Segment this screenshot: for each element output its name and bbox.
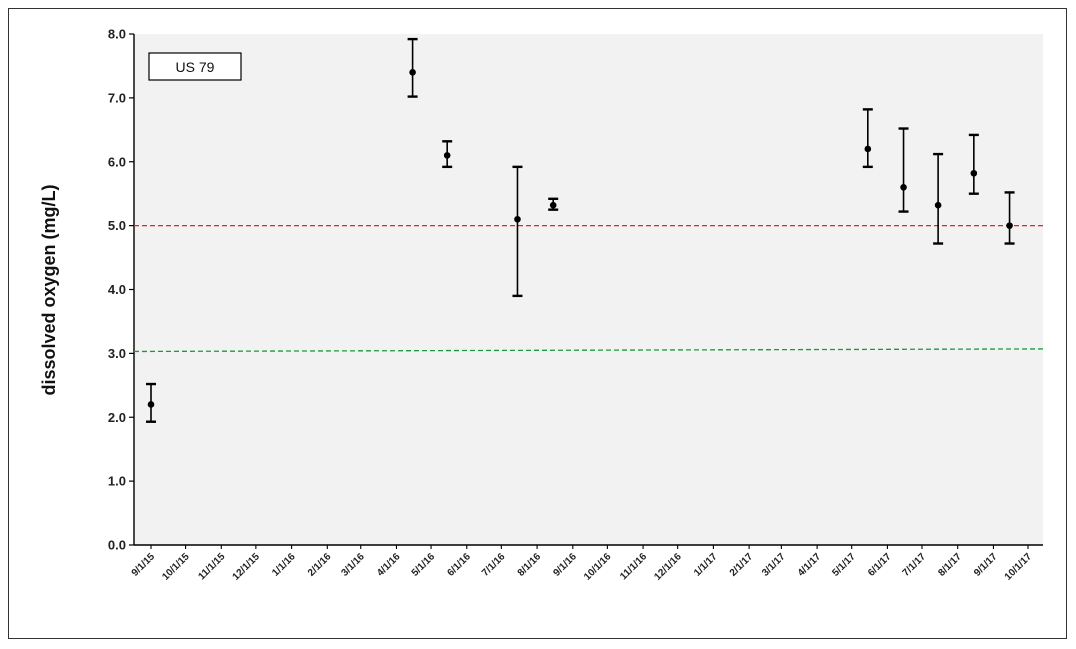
x-tick-label: 7/1/17 [901,551,929,579]
x-axis-ticks: 9/1/15 10/1/15 11/1/15 12/1/15 1/1/16 2/1/16 3… [130,545,1035,583]
y-tick-label: 0.0 [108,538,126,553]
x-tick-label: 2/1/16 [306,551,334,579]
data-point [970,169,978,177]
x-tick-label: 9/1/16 [551,551,579,579]
x-tick-label: 12/1/16 [652,551,684,583]
x-tick-label: 6/1/16 [445,551,473,579]
x-tick-label: 5/1/16 [410,551,438,579]
x-tick-label: 9/1/15 [130,551,158,579]
x-tick-label: 3/1/17 [760,551,788,579]
x-tick-label: 2/1/17 [728,551,756,579]
data-point [514,215,521,223]
y-tick-label: 5.0 [108,218,126,233]
x-tick-label: 10/1/17 [1003,551,1035,583]
x-tick-label: 7/1/16 [480,551,508,579]
y-tick-label: 1.0 [108,474,126,489]
error-bars [146,37,1015,423]
data-point [443,152,451,159]
x-tick-label: 11/1/16 [618,551,649,582]
y-tick-label: 3.0 [108,346,126,361]
y-tick-label: 7.0 [108,90,126,105]
x-tick-label: 5/1/17 [830,551,858,579]
y-tick-label: 8.0 [108,27,126,42]
x-tick-label: 4/1/17 [796,551,824,579]
x-tick-label: 3/1/16 [339,551,367,579]
x-tick-label: 11/1/15 [196,551,227,582]
y-tick-label: 4.0 [108,282,126,297]
x-tick-label: 1/1/16 [270,551,298,579]
data-point [147,401,155,408]
x-tick-label: 9/1/17 [972,551,1000,579]
plot-area [134,34,1043,545]
x-tick-label: 6/1/17 [866,551,894,579]
x-tick-label: 12/1/15 [231,551,263,583]
x-tick-label: 10/1/16 [582,551,614,583]
legend-label: US 79 [176,59,215,75]
x-tick-label: 10/1/15 [160,551,192,583]
y-tick-label: 6.0 [108,154,126,169]
y-axis-ticks: 0.0 1.0 2.0 3.0 4.0 5.0 6.0 7.0 8.0 [108,27,134,553]
data-point [864,145,872,153]
legend-box: US 79 [148,52,242,81]
data-points [147,69,1013,408]
data-point [409,69,416,76]
data-point [1006,222,1013,229]
x-tick-label: 8/1/16 [516,551,544,579]
x-tick-label: 1/1/17 [692,551,720,579]
y-axis-title: dissolved oxygen (mg/L) [39,184,59,395]
data-point [549,201,557,209]
x-tick-label: 4/1/16 [375,551,403,579]
x-tick-label: 8/1/17 [936,551,964,579]
data-point [900,184,907,191]
data-point [934,201,942,209]
y-tick-label: 2.0 [108,410,126,425]
